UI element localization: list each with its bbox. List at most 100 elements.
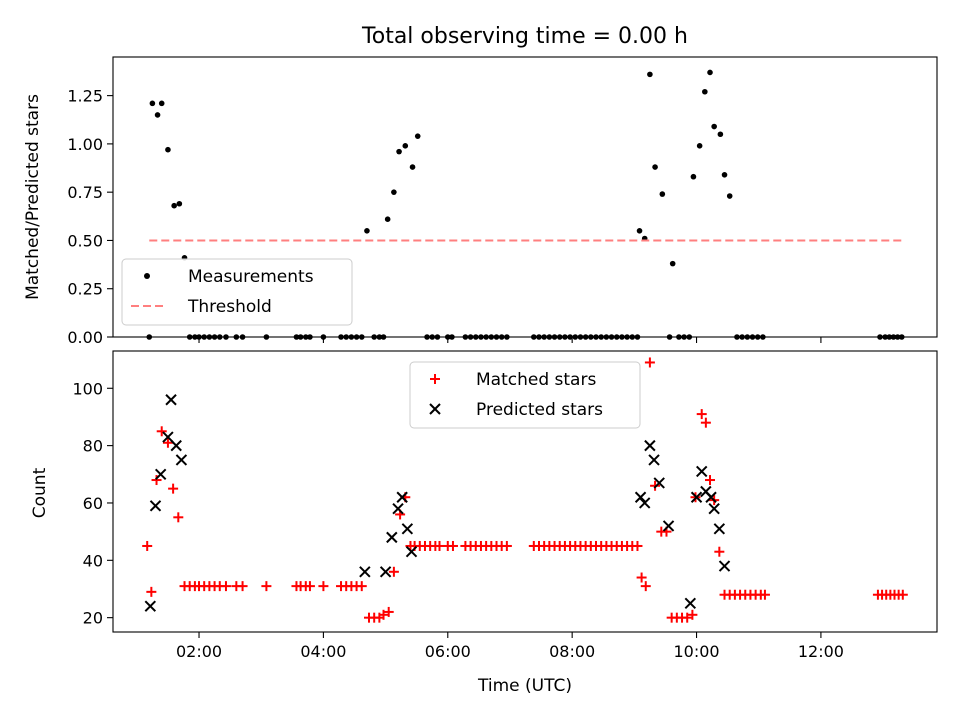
predicted-star-point	[684, 597, 697, 610]
matched-star-point	[897, 589, 908, 600]
measurement-point	[690, 173, 697, 180]
matched-star-point	[714, 546, 725, 557]
bottom-x-tick-label: 04:00	[300, 642, 346, 661]
measurement-point	[396, 148, 402, 155]
matched-star-point	[304, 581, 315, 592]
bottom-y-axis: 20 40 60 80 100	[72, 379, 113, 628]
predicted-star-point	[648, 454, 660, 466]
predicted-star-point	[170, 439, 182, 452]
predicted-star-point	[696, 465, 708, 478]
measurement-point	[726, 193, 733, 199]
measurement-point	[409, 164, 416, 170]
predicted-star-point	[713, 523, 726, 535]
matched-star-point	[759, 589, 770, 600]
bottom-y-tick-label: 100	[72, 379, 103, 398]
bottom-y-tick-label: 40	[83, 551, 103, 570]
top-x-axis	[198, 337, 822, 343]
top-y-tick-label: 0.25	[67, 280, 103, 299]
matched-star-point	[318, 581, 329, 592]
legend-marker-matched	[430, 374, 440, 384]
bottom-plot-frame	[112, 350, 938, 633]
legend-label: Measurements	[188, 267, 314, 287]
predicted-star-point	[644, 439, 656, 452]
top-y-tick-label: 1.00	[67, 135, 103, 154]
matched-star-point	[687, 609, 698, 620]
bottom-panel: 20 40 60 80 100 02:00 04:00 06:00 08:00 10:00 12:…	[30, 350, 938, 696]
matched-star-point	[237, 581, 248, 592]
measurement-point	[154, 112, 161, 118]
legend-box	[409, 361, 641, 429]
predicted-star-point	[705, 491, 717, 503]
measurement-point	[702, 88, 708, 95]
predicted-star-point	[392, 502, 404, 515]
measurement-point	[158, 100, 165, 107]
bottom-x-tick-label: 06:00	[425, 642, 471, 661]
matched-star-point	[142, 540, 153, 551]
measurement-point	[659, 191, 666, 197]
top-y-tick-label: 1.25	[67, 87, 103, 106]
top-plot-frame	[112, 56, 938, 338]
predicted-star-point	[154, 468, 167, 481]
measurement-point	[669, 260, 676, 267]
predicted-star-point	[401, 523, 414, 535]
top-y-tick-label: 0.50	[67, 231, 103, 250]
matched-star-point	[151, 475, 162, 486]
measurement-point	[647, 71, 653, 78]
matched-star-point	[173, 512, 184, 523]
legend-label: Matched stars	[476, 370, 596, 390]
measurement-point	[717, 131, 724, 138]
bottom-y-tick-label: 60	[83, 494, 103, 513]
predicted-star-point	[639, 497, 651, 509]
figure-title: Total observing time = 0.00 h	[361, 24, 688, 49]
matched-star-point	[447, 540, 458, 551]
predicted-star-point	[165, 394, 177, 406]
matched-star-point	[700, 417, 711, 428]
predicted-star-point	[359, 566, 371, 578]
matched-star-point	[220, 581, 231, 592]
bottom-x-tick-label: 02:00	[176, 642, 222, 661]
bottom-x-axis: 02:00 04:00 06:00 08:00 10:00 12:00	[176, 632, 844, 661]
measurement-point	[165, 146, 171, 153]
matched-star-point	[383, 606, 394, 617]
predicted-star-point	[379, 566, 392, 578]
predicted-star-point	[405, 546, 418, 558]
measurement-point	[652, 164, 658, 170]
measurement-point	[171, 202, 177, 209]
predicted-star-point	[162, 431, 174, 443]
measurement-point	[364, 227, 370, 234]
measurement-point	[391, 189, 397, 195]
bottom-y-tick-label: 80	[83, 437, 103, 456]
bottom-marks	[142, 357, 908, 623]
matched-star-point	[696, 409, 707, 420]
bottom-legend: Matched stars Predicted stars	[409, 361, 641, 429]
measurement-point	[721, 171, 728, 178]
bottom-y-axis-label: Count	[30, 467, 50, 518]
matched-star-point	[640, 581, 651, 592]
predicted-star-point	[149, 500, 162, 512]
measurement-point	[711, 123, 717, 130]
legend-marker-measurements	[144, 273, 150, 279]
predicted-star-point	[653, 477, 665, 489]
measurement-point	[696, 143, 703, 149]
legend-label: Threshold	[187, 297, 272, 317]
measurement-point	[176, 200, 183, 207]
predicted-star-point	[718, 560, 731, 572]
predicted-star-point	[690, 491, 703, 503]
matched-star-point	[705, 475, 716, 486]
matched-star-point	[356, 581, 367, 592]
matched-star-point	[636, 572, 647, 583]
legend-marker-predicted	[429, 403, 441, 415]
predicted-star-point	[708, 502, 720, 515]
top-legend: Measurements Threshold	[121, 258, 353, 326]
measurement-point	[414, 133, 421, 139]
top-y-axis: 0.00 0.25 0.50 0.75 1.00 1.25	[67, 87, 113, 347]
top-y-tick-label: 0.75	[67, 183, 103, 202]
measurement-point	[384, 216, 391, 223]
matched-star-point	[146, 586, 157, 597]
matched-star-point	[632, 540, 643, 551]
matched-star-point	[388, 566, 399, 577]
bottom-x-tick-label: 12:00	[798, 642, 844, 661]
matched-star-point	[261, 581, 272, 592]
bottom-x-tick-label: 10:00	[673, 642, 719, 661]
legend-label: Predicted stars	[476, 400, 603, 420]
